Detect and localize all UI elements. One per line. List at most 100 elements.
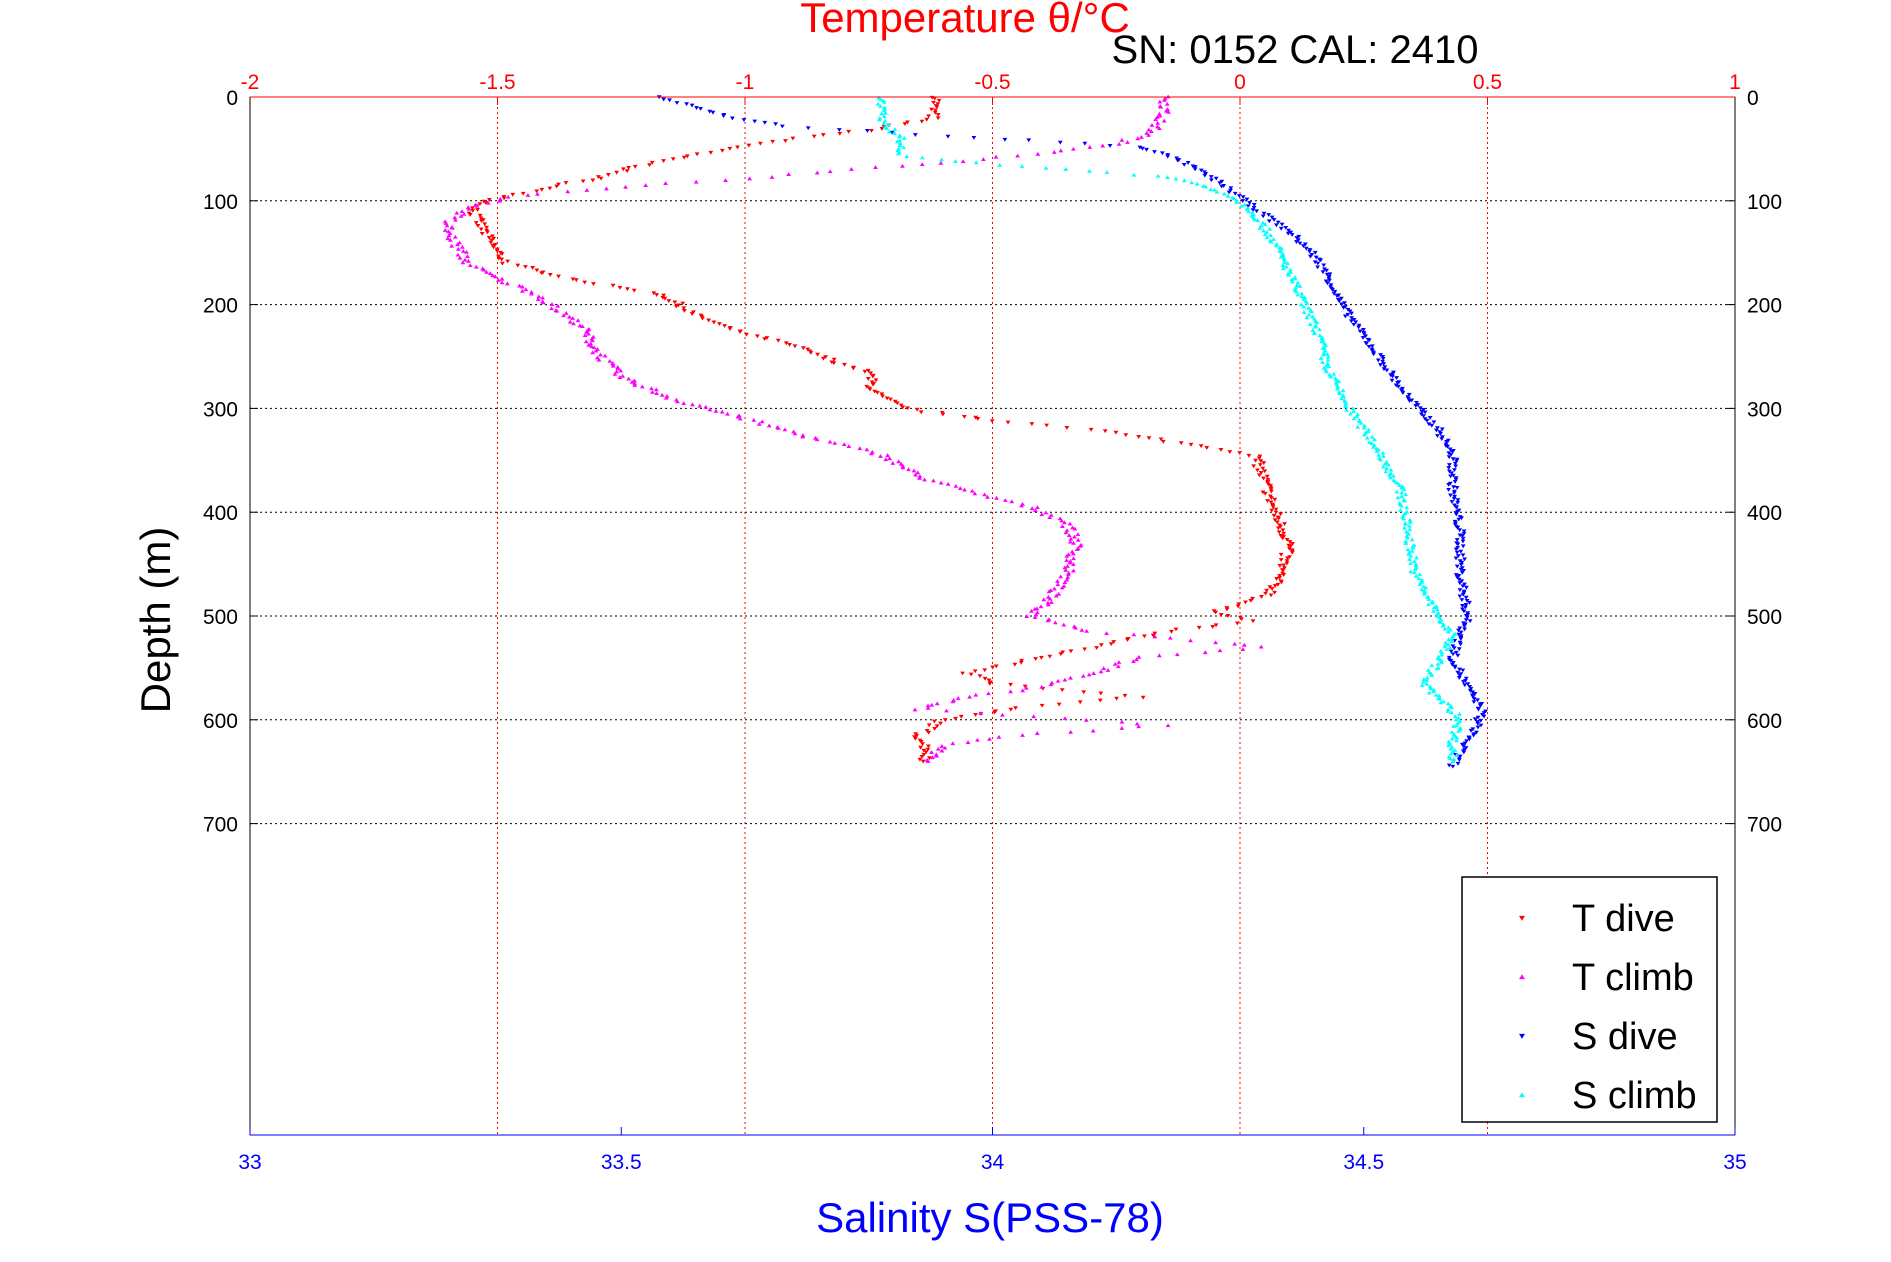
data-point bbox=[1047, 515, 1053, 519]
data-point bbox=[1280, 253, 1286, 258]
data-point bbox=[1012, 662, 1018, 667]
data-point bbox=[1299, 291, 1305, 296]
data-point bbox=[1286, 272, 1292, 277]
data-series bbox=[442, 94, 1489, 769]
data-point bbox=[1389, 378, 1395, 383]
data-point bbox=[1144, 131, 1150, 135]
data-point bbox=[596, 357, 602, 362]
data-point bbox=[1185, 161, 1191, 165]
data-point bbox=[487, 271, 493, 276]
data-point bbox=[477, 213, 483, 218]
data-point bbox=[1082, 141, 1088, 146]
data-point bbox=[1279, 246, 1285, 251]
data-point bbox=[1267, 226, 1273, 231]
data-point bbox=[1024, 614, 1030, 619]
data-point bbox=[990, 665, 995, 670]
data-point bbox=[977, 674, 983, 679]
data-point bbox=[1162, 97, 1167, 102]
data-point bbox=[1270, 505, 1276, 510]
data-point bbox=[846, 444, 852, 448]
data-point bbox=[496, 256, 502, 261]
data-point bbox=[1022, 684, 1028, 689]
data-point bbox=[1088, 427, 1094, 432]
data-point bbox=[917, 757, 923, 762]
data-point bbox=[1293, 240, 1299, 244]
data-point bbox=[1139, 135, 1144, 139]
data-point bbox=[1372, 437, 1377, 442]
data-point bbox=[1119, 137, 1125, 142]
data-point bbox=[1268, 239, 1274, 244]
data-point bbox=[1033, 657, 1039, 661]
data-point bbox=[1449, 730, 1455, 734]
data-point bbox=[485, 230, 490, 235]
data-point bbox=[773, 122, 778, 127]
data-point bbox=[868, 371, 874, 376]
data-point bbox=[632, 378, 637, 383]
data-point bbox=[1454, 753, 1460, 757]
data-point bbox=[1394, 489, 1400, 494]
data-point bbox=[729, 116, 735, 121]
data-point bbox=[1242, 202, 1247, 207]
data-point bbox=[973, 713, 978, 717]
data-point bbox=[1450, 749, 1456, 754]
data-point bbox=[1419, 683, 1425, 687]
data-point bbox=[534, 189, 540, 194]
data-point bbox=[1221, 191, 1227, 196]
data-point bbox=[1278, 226, 1284, 231]
data-point bbox=[470, 208, 476, 213]
data-point bbox=[662, 296, 668, 301]
data-point bbox=[926, 730, 932, 735]
data-point bbox=[1281, 573, 1287, 577]
data-point bbox=[1342, 301, 1347, 306]
data-point bbox=[1072, 526, 1078, 531]
data-point bbox=[759, 419, 765, 424]
series-s-dive bbox=[656, 95, 1489, 769]
data-point bbox=[598, 176, 604, 181]
data-point bbox=[1386, 462, 1391, 467]
data-point bbox=[1243, 600, 1248, 605]
data-point bbox=[850, 366, 856, 371]
legend-item: T dive bbox=[1519, 898, 1675, 940]
data-point bbox=[1347, 309, 1353, 314]
data-point bbox=[1460, 668, 1466, 673]
data-point bbox=[1464, 615, 1470, 620]
data-point bbox=[723, 178, 728, 183]
data-point bbox=[1055, 582, 1061, 587]
data-point bbox=[525, 193, 531, 197]
data-point bbox=[1438, 700, 1444, 705]
data-point bbox=[1470, 690, 1476, 695]
data-point bbox=[936, 98, 942, 103]
depth-tick-label-right: 300 bbox=[1747, 398, 1782, 421]
data-point bbox=[864, 447, 870, 452]
data-point bbox=[1442, 644, 1448, 648]
data-point bbox=[1438, 431, 1443, 436]
data-point bbox=[499, 276, 505, 281]
data-point bbox=[1358, 420, 1364, 425]
data-point bbox=[1400, 391, 1406, 396]
data-point bbox=[1038, 604, 1044, 609]
data-point bbox=[1384, 368, 1390, 373]
data-point bbox=[1261, 211, 1267, 216]
data-point bbox=[1045, 602, 1051, 607]
data-point bbox=[1326, 276, 1332, 281]
data-point bbox=[864, 129, 870, 133]
data-point bbox=[445, 236, 451, 241]
data-point bbox=[1057, 140, 1063, 145]
data-point bbox=[1412, 566, 1418, 571]
data-point bbox=[934, 105, 940, 110]
data-point bbox=[1269, 496, 1274, 501]
data-point bbox=[982, 492, 987, 497]
data-point bbox=[1287, 540, 1293, 544]
data-point bbox=[449, 243, 455, 248]
data-point bbox=[1309, 309, 1315, 314]
data-point bbox=[1271, 237, 1276, 242]
data-point bbox=[1026, 138, 1032, 143]
data-point bbox=[1064, 553, 1070, 558]
legend-marker bbox=[1519, 1033, 1525, 1039]
data-point bbox=[939, 748, 945, 753]
data-point bbox=[1475, 721, 1481, 726]
data-point bbox=[1070, 146, 1076, 151]
data-point bbox=[722, 324, 728, 328]
data-point bbox=[924, 117, 930, 122]
data-point bbox=[1212, 187, 1217, 192]
